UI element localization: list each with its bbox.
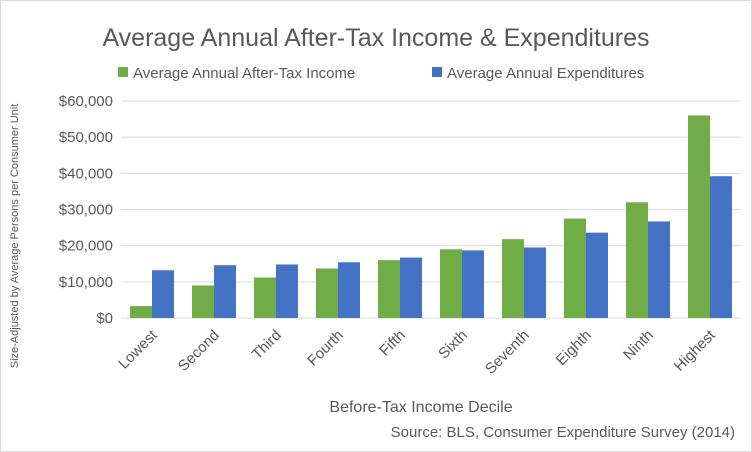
x-tick-label: Lowest [115,326,161,372]
y-tick-label: $0 [96,310,113,327]
y-axis-title: Size-Adjusted by Average Persons per Con… [9,104,21,369]
bar-expenditures [462,250,484,318]
x-tick-label: Third [249,327,285,363]
x-tick-label: Fifth [376,327,409,360]
x-axis-ticks: Lowest Second Third Fourth Fifth Sixth Seventh… [115,326,719,378]
y-tick-label: $40,000 [59,165,113,182]
bars [130,115,732,318]
legend-swatch-income [118,67,128,77]
x-tick-label: Seventh [482,327,533,378]
y-tick-label: $30,000 [59,202,113,219]
bar-income [378,260,400,318]
bar-expenditures [276,264,298,318]
bar-income [626,202,648,318]
bar-income [564,218,586,318]
legend-label-income: Average Annual After-Tax Income [133,65,355,82]
legend-label-expenditures: Average Annual Expenditures [447,65,644,82]
legend: Average Annual After-Tax Income Average … [118,65,644,82]
y-axis-ticks: $0 $10,000 $20,000 $30,000 $40,000 $50,000 $60… [59,93,113,327]
x-tick-label: Sixth [435,327,471,363]
x-tick-label: Fourth [304,327,347,370]
bar-income [130,306,152,318]
y-tick-label: $60,000 [59,93,113,110]
source-note: Source: BLS, Consumer Expenditure Survey… [391,424,735,441]
bar-expenditures [710,176,732,318]
x-tick-label: Highest [671,326,720,375]
bar-income [688,115,710,318]
bar-expenditures [152,270,174,318]
bar-income [192,285,214,318]
x-tick-label: Second [175,327,223,375]
x-axis-title: Before-Tax Income Decile [329,399,512,416]
y-tick-label: $50,000 [59,129,113,146]
bar-expenditures [214,265,236,318]
bar-expenditures [586,232,608,318]
x-tick-label: Eighth [553,327,595,369]
bar-income [440,249,462,318]
x-tick-label: Ninth [620,327,657,364]
bar-expenditures [524,247,546,318]
bar-income [502,239,524,318]
y-tick-label: $20,000 [59,238,113,255]
bar-income [254,277,276,318]
chart-title: Average Annual After-Tax Income & Expend… [102,24,649,52]
legend-swatch-expenditures [432,67,442,77]
y-tick-label: $10,000 [59,274,113,291]
bar-income [316,268,338,318]
bar-expenditures [400,257,422,318]
bar-expenditures [648,221,670,318]
bar-expenditures [338,262,360,318]
